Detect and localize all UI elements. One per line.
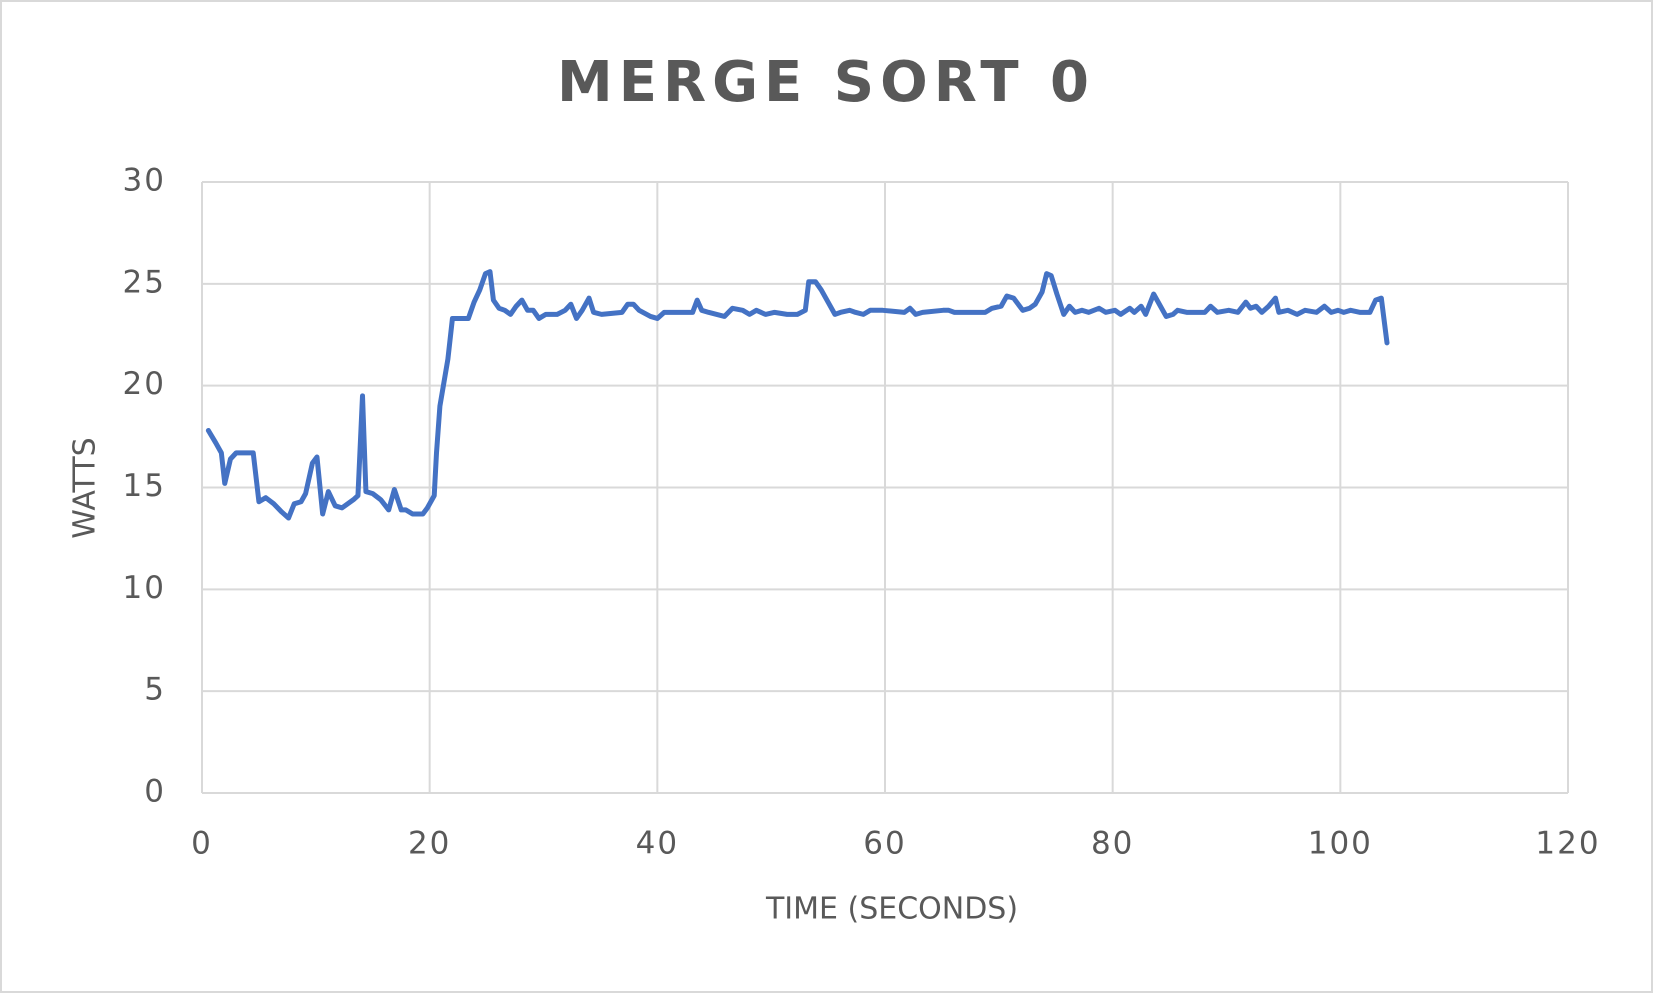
x-tick-label: 60 [863, 826, 906, 862]
y-axis-title: WATTS [68, 437, 103, 538]
x-tick-label: 80 [1091, 826, 1134, 862]
x-tick-label: 100 [1308, 826, 1373, 862]
x-tick-label: 0 [191, 826, 213, 862]
y-tick-label: 10 [123, 570, 166, 606]
y-tick-label: 25 [123, 264, 166, 300]
chart-title: MERGE SORT 0 [557, 50, 1095, 115]
x-tick-label: 120 [1535, 826, 1600, 862]
y-tick-label: 20 [123, 366, 166, 402]
y-tick-label: 5 [144, 672, 166, 708]
data-line [205, 269, 1390, 521]
y-tick-label: 0 [144, 774, 166, 810]
x-tick-label: 40 [636, 826, 679, 862]
y-tick-label: 15 [123, 468, 166, 504]
y-tick-label: 30 [123, 163, 166, 199]
x-tick-label: 20 [408, 826, 451, 862]
x-axis-title: TIME (SECONDS) [765, 892, 1018, 927]
